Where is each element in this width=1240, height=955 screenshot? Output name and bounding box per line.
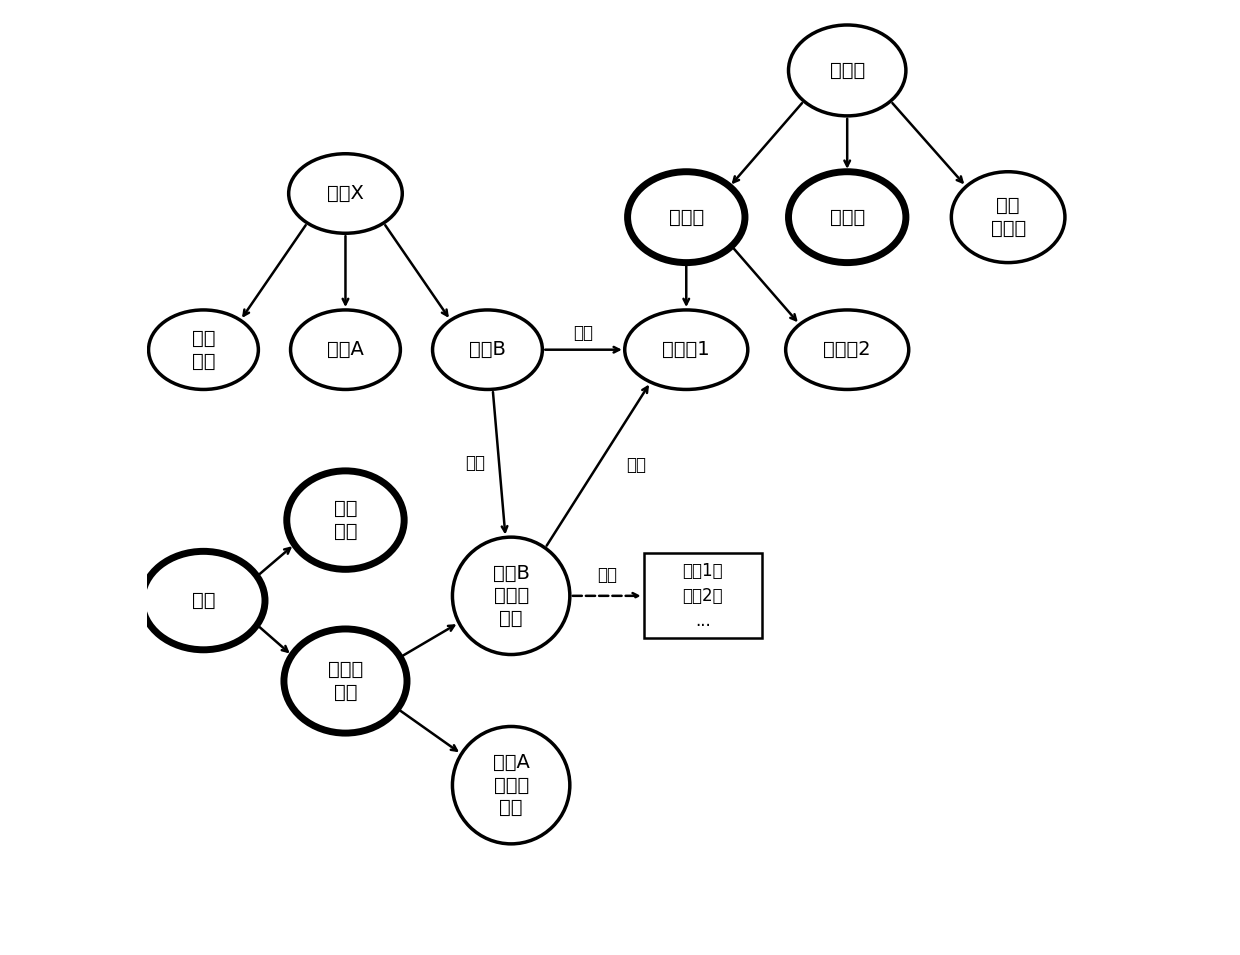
Ellipse shape [284, 629, 407, 733]
Ellipse shape [951, 172, 1065, 263]
Text: 发动机2: 发动机2 [823, 340, 870, 359]
Text: 其他
车款: 其他 车款 [192, 329, 216, 371]
Ellipse shape [141, 551, 265, 649]
Text: 车款B: 车款B [469, 340, 506, 359]
Ellipse shape [290, 310, 401, 390]
Text: 故障: 故障 [192, 591, 216, 610]
Text: 发动机
异响: 发动机 异响 [327, 660, 363, 702]
Ellipse shape [789, 172, 906, 263]
Ellipse shape [289, 154, 402, 233]
Text: 变速箱: 变速箱 [830, 207, 864, 226]
Ellipse shape [627, 172, 745, 263]
Ellipse shape [453, 727, 570, 844]
Text: 其他
零部件: 其他 零部件 [991, 197, 1025, 238]
Text: 发动机1: 发动机1 [662, 340, 711, 359]
Ellipse shape [789, 25, 906, 116]
Ellipse shape [786, 310, 909, 390]
Ellipse shape [453, 537, 570, 654]
Text: 车款A: 车款A [327, 340, 363, 359]
Text: 车款B
发动机
异响: 车款B 发动机 异响 [492, 563, 529, 628]
Text: 发生: 发生 [465, 455, 485, 473]
Text: 车款A
发动机
异响: 车款A 发动机 异响 [492, 753, 529, 817]
Ellipse shape [286, 471, 404, 569]
Text: 车型X: 车型X [327, 184, 363, 203]
Ellipse shape [625, 310, 748, 390]
Text: 零部件: 零部件 [830, 61, 864, 80]
Text: 原因1；
原因2；
...: 原因1； 原因2； ... [682, 562, 723, 630]
Text: 发动机: 发动机 [668, 207, 704, 226]
Text: 关联: 关联 [626, 456, 646, 474]
Ellipse shape [433, 310, 542, 390]
Text: 属性: 属性 [596, 566, 616, 584]
Text: 底盘
抖动: 底盘 抖动 [334, 499, 357, 541]
Text: 配备: 配备 [574, 324, 594, 342]
FancyBboxPatch shape [644, 553, 763, 639]
Ellipse shape [149, 310, 258, 390]
